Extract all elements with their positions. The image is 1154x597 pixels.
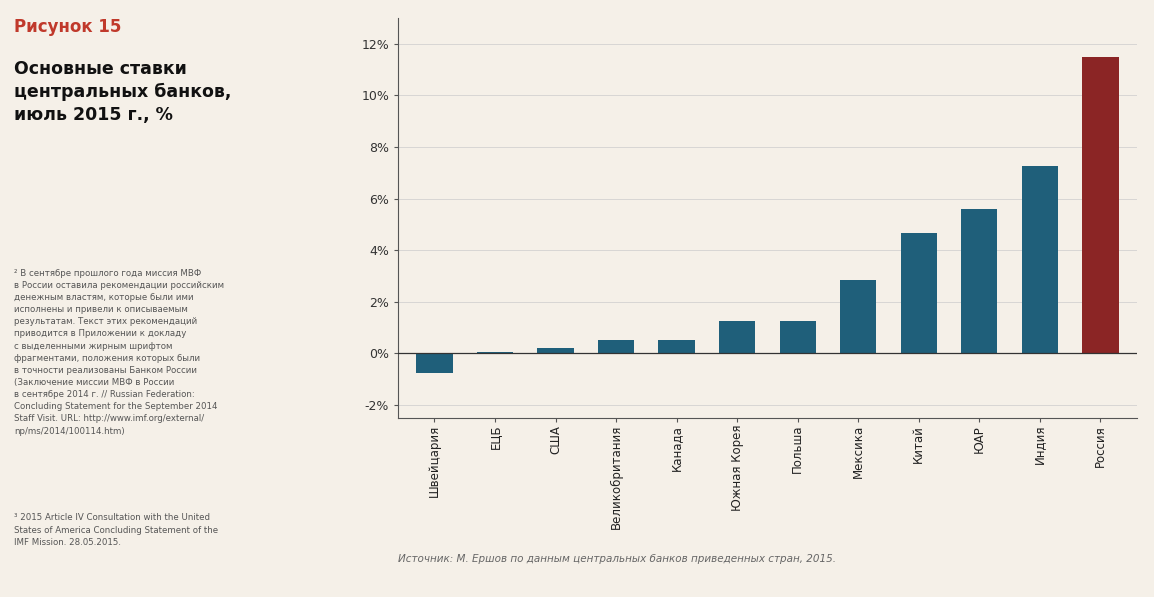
- Text: ³ 2015 Article IV Consultation with the United
States of America Concluding Stat: ³ 2015 Article IV Consultation with the …: [14, 513, 218, 547]
- Text: ² В сентябре прошлого года миссия МВФ
в России оставила рекомендации российским
: ² В сентябре прошлого года миссия МВФ в …: [14, 269, 224, 436]
- Bar: [659, 340, 695, 353]
- Bar: [779, 321, 816, 353]
- Bar: [598, 340, 635, 353]
- Text: Основные ставки
центральных банков,
июль 2015 г., %: Основные ставки центральных банков, июль…: [14, 60, 231, 124]
- Bar: [1082, 57, 1118, 353]
- Bar: [900, 233, 937, 353]
- Bar: [1021, 167, 1058, 353]
- Bar: [417, 353, 452, 373]
- Text: Источник: М. Ершов по данным центральных банков приведенных стран, 2015.: Источник: М. Ершов по данным центральных…: [398, 554, 837, 564]
- Bar: [477, 352, 514, 353]
- Bar: [961, 209, 997, 353]
- Bar: [538, 348, 574, 353]
- Bar: [840, 280, 876, 353]
- Text: Рисунок 15: Рисунок 15: [14, 18, 121, 36]
- Bar: [719, 321, 756, 353]
